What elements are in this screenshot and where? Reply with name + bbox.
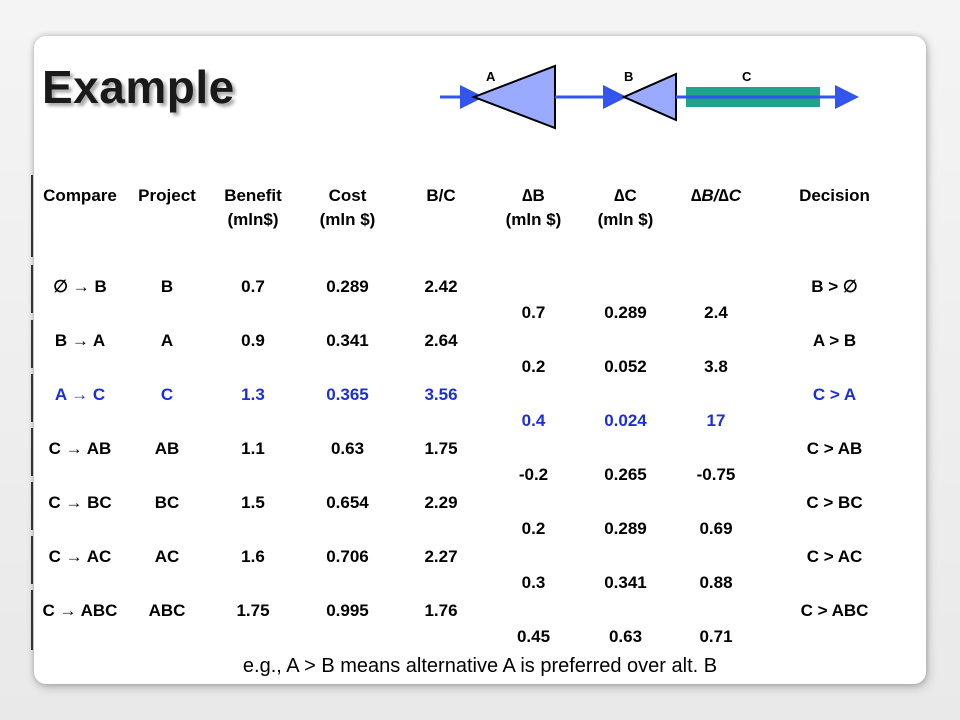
cell-delta-b: -0.2: [518, 465, 549, 484]
footnote: e.g., A > B means alternative A is prefe…: [242, 655, 718, 677]
cell-cost: 0.365: [326, 385, 369, 404]
cell-decision: C > AB: [806, 439, 863, 458]
cell-bc: 2.42: [424, 277, 458, 296]
cell-benefit: 1.3: [241, 385, 265, 404]
cell-benefit: 1.6: [241, 547, 265, 566]
diagram-label-b: B: [624, 69, 633, 84]
col-header-bc: B/C: [426, 186, 456, 205]
row-marker: [31, 590, 33, 650]
cell-project: ABC: [148, 601, 186, 620]
row-marker: [31, 428, 33, 476]
table-row: C → ABC ABC 1.75 0.995 1.76 0.45 0.63 0.…: [33, 600, 907, 654]
cell-delta-c: 0.289: [604, 303, 647, 322]
cell-cost: 0.63: [330, 439, 365, 458]
slide-title: Example: [42, 61, 235, 113]
cell-delta-ratio: 3.8: [704, 357, 728, 376]
cell-decision: C > A: [812, 385, 857, 404]
cell-cost: 0.289: [326, 277, 369, 296]
cell-delta-ratio: 2.4: [704, 303, 728, 322]
slide-panel: [34, 36, 926, 684]
cell-delta-ratio: 0.69: [699, 519, 733, 538]
cell-delta-c: 0.289: [604, 519, 647, 538]
cell-decision: C > BC: [806, 493, 863, 512]
cell-compare: ∅ → B: [53, 277, 107, 296]
cell-delta-c: 0.265: [604, 465, 647, 484]
table-row: C → AC AC 1.6 0.706 2.27 0.3 0.341 0.88 …: [33, 546, 907, 600]
cell-delta-c: 0.63: [608, 627, 643, 646]
cell-compare: C → ABC: [42, 601, 118, 620]
cell-delta-b: 0.2: [521, 357, 546, 376]
row-marker: [31, 482, 33, 530]
cell-delta-c: 0.341: [604, 573, 647, 592]
cell-delta-c: 0.052: [604, 357, 647, 376]
cell-benefit: 1.1: [241, 439, 265, 458]
cell-bc: 1.75: [424, 439, 458, 458]
cell-compare: A → C: [54, 385, 106, 404]
col-header-compare: Compare: [43, 186, 117, 205]
cell-cost: 0.995: [326, 601, 369, 620]
cell-cost: 0.341: [326, 331, 369, 350]
cell-bc: 2.29: [424, 493, 458, 512]
cell-bc: 2.27: [424, 547, 458, 566]
col-header-delta-b: ∆B (mln $): [505, 186, 562, 229]
col-header-project: Project: [138, 186, 196, 205]
cell-project: AB: [154, 439, 180, 458]
diagram-label-c: C: [742, 69, 752, 84]
cell-delta-b: 0.7: [521, 303, 546, 322]
cell-decision: C > AC: [806, 547, 863, 566]
table-header-row: Compare Project Benefit (mln$) Cost (mln $…: [33, 172, 907, 276]
cell-project: BC: [154, 493, 180, 512]
cell-delta-c: 0.024: [604, 411, 647, 430]
cell-compare: C → AC: [48, 547, 112, 566]
col-header-benefit: Benefit (mln$): [224, 186, 282, 229]
row-marker: [31, 536, 33, 584]
cell-project: C: [160, 385, 174, 404]
cell-delta-ratio: -0.75: [696, 465, 736, 484]
table-row: ∅ → B B 0.7 0.289 2.42 0.7 0.289 2.4 B >…: [33, 276, 907, 330]
diagram-label-a: A: [486, 69, 496, 84]
cell-decision: B > ∅: [811, 277, 858, 296]
cell-cost: 0.654: [326, 493, 369, 512]
table-row: B → A A 0.9 0.341 2.64 0.2 0.052 3.8 A >…: [33, 330, 907, 384]
col-header-cost: Cost (mln $): [319, 186, 376, 229]
cell-delta-b: 0.4: [521, 411, 546, 430]
table-row: C → BC BC 1.5 0.654 2.29 0.2 0.289 0.69 …: [33, 492, 907, 546]
cell-cost: 0.706: [326, 547, 369, 566]
cell-project: A: [160, 331, 174, 350]
cell-delta-b: 0.3: [521, 573, 546, 592]
cell-delta-ratio: 17: [706, 411, 726, 430]
row-marker: [31, 265, 33, 313]
cell-delta-ratio: 0.71: [699, 627, 733, 646]
cell-project: B: [160, 277, 174, 296]
cell-benefit: 1.75: [236, 601, 270, 620]
comparison-table: Compare Project Benefit (mln$) Cost (mln $…: [33, 172, 907, 654]
cell-compare: B → A: [54, 331, 106, 350]
cell-bc: 2.64: [424, 331, 458, 350]
col-header-decision: Decision: [799, 186, 870, 205]
cell-benefit: 1.5: [241, 493, 265, 512]
cell-decision: C > ABC: [800, 601, 869, 620]
cell-delta-b: 0.45: [516, 627, 551, 646]
cell-decision: A > B: [812, 331, 857, 350]
table-row: C → AB AB 1.1 0.63 1.75 -0.2 0.265 -0.75…: [33, 438, 907, 492]
cell-delta-ratio: 0.88: [699, 573, 733, 592]
cell-compare: C → BC: [48, 493, 112, 512]
row-marker: [31, 175, 33, 257]
cell-benefit: 0.9: [241, 331, 265, 350]
cell-bc: 3.56: [424, 385, 458, 404]
cell-bc: 1.76: [424, 601, 458, 620]
col-header-delta-ratio: ∆B/∆C: [690, 186, 742, 205]
cell-compare: C → AB: [48, 439, 112, 458]
table-row-highlighted: A → C C 1.3 0.365 3.56 0.4 0.024 17 C > …: [33, 384, 907, 438]
col-header-delta-c: ∆C (mln $): [597, 186, 654, 229]
row-marker: [31, 374, 33, 422]
project-diagram: A B C: [440, 64, 859, 130]
row-marker: [31, 320, 33, 368]
cell-benefit: 0.7: [241, 277, 265, 296]
cell-project: AC: [154, 547, 180, 566]
cell-delta-b: 0.2: [521, 519, 546, 538]
